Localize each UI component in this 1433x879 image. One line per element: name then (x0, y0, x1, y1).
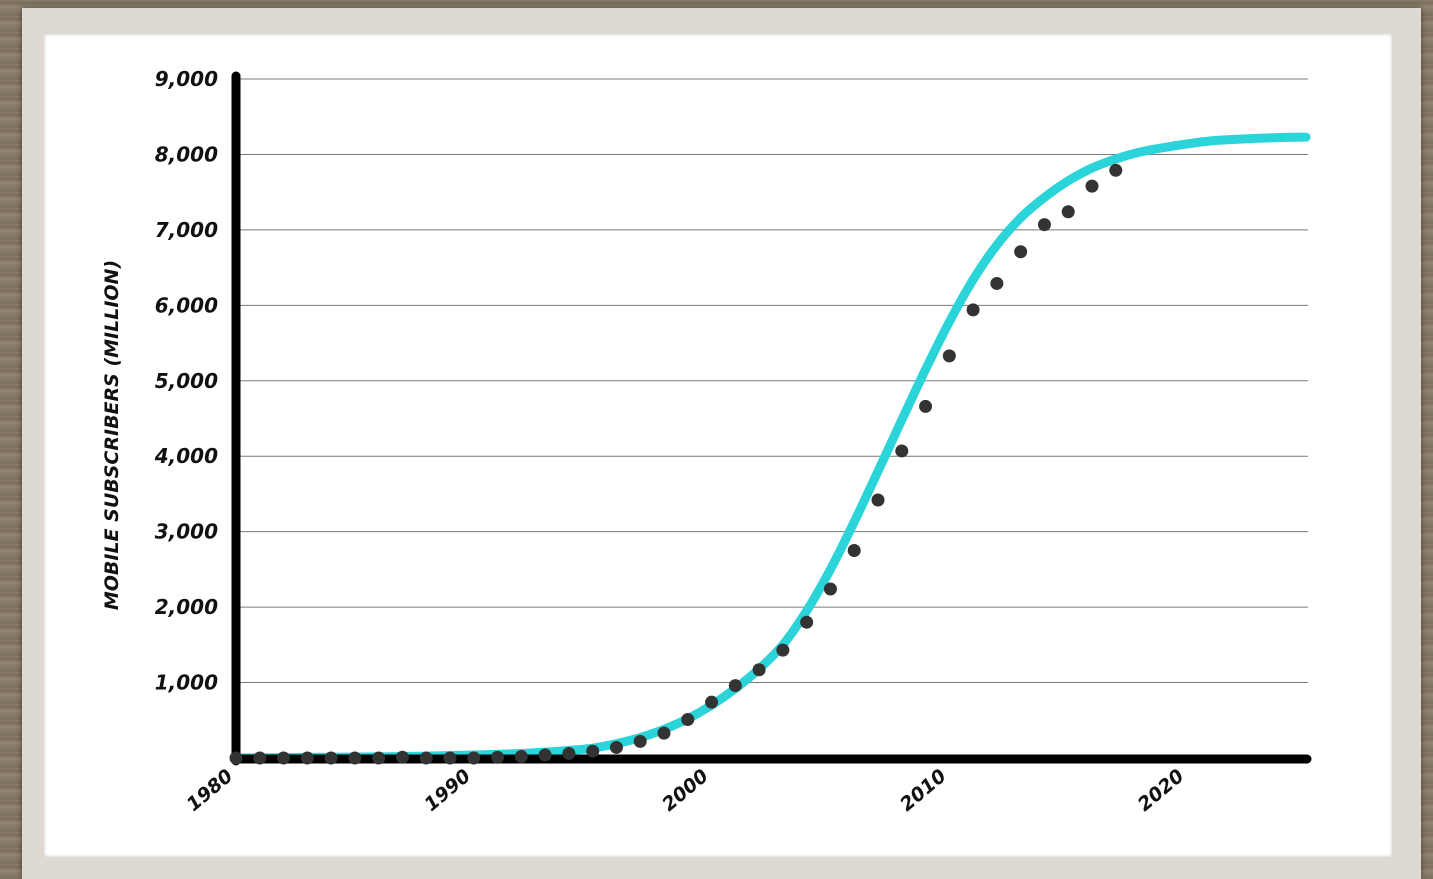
data-point (229, 751, 243, 765)
picture-frame (22, 8, 1421, 879)
data-point (324, 751, 338, 765)
data-point (609, 740, 623, 754)
y-tick-label: 3,000 (155, 520, 218, 544)
fit-curve (231, 132, 1311, 763)
y-tick-label: 2,000 (155, 595, 218, 619)
data-point (752, 663, 766, 677)
data-point (1061, 205, 1075, 219)
data-point (800, 615, 814, 629)
grid-lines (236, 78, 1308, 684)
data-point (728, 679, 742, 693)
x-tick-label: 2020 (1134, 765, 1189, 816)
data-point (538, 748, 552, 762)
data-point (895, 444, 909, 458)
y-tick-label: 8,000 (155, 142, 218, 166)
data-point (657, 726, 671, 740)
data-point (514, 749, 528, 763)
data-point (395, 750, 409, 764)
y-tick-label: 1,000 (155, 671, 218, 695)
data-point (1109, 163, 1123, 177)
data-point (871, 493, 885, 507)
data-point (823, 582, 837, 596)
data-point (633, 734, 647, 748)
data-point (1037, 218, 1051, 232)
x-tick-label: 2000 (658, 765, 713, 816)
chart-paper (44, 34, 1392, 857)
data-point (443, 751, 457, 765)
data-point (942, 349, 956, 363)
data-point (990, 276, 1004, 290)
data-point (253, 751, 267, 765)
y-tick-labels: 1,000 2,000 3,000 4,000 5,000 6,000 7,000 8,000… (154, 67, 218, 695)
fit-curve-layer (231, 132, 1311, 763)
y-tick-label: 6,000 (155, 293, 218, 317)
data-point (586, 744, 600, 758)
y-tick-label: 4,000 (154, 444, 218, 468)
y-tick-label: 9,000 (155, 67, 218, 91)
data-point (919, 399, 933, 413)
y-tick-label: 7,000 (155, 218, 218, 242)
data-point (776, 643, 790, 657)
x-tick-label: 1990 (420, 765, 475, 816)
data-point (966, 303, 980, 317)
y-axis-label: MOBILE SUBSCRIBERS (MILLION) (101, 260, 123, 610)
x-tick-labels: 1980 1990 2000 2010 2020 (183, 765, 1189, 816)
data-point (277, 751, 291, 765)
data-point (562, 746, 576, 760)
x-tick-label: 2010 (896, 765, 951, 816)
data-point (348, 751, 362, 765)
data-point (705, 695, 719, 709)
data-points (229, 163, 1123, 765)
data-point (491, 750, 505, 764)
data-point (467, 751, 481, 765)
data-point (1085, 179, 1099, 193)
axes (231, 71, 1312, 766)
y-tick-label: 5,000 (155, 369, 218, 393)
data-point (847, 544, 861, 558)
data-point (372, 751, 386, 765)
data-point (1014, 245, 1028, 259)
x-tick-label: 1980 (183, 765, 238, 816)
data-point (681, 713, 695, 727)
data-point (300, 751, 314, 765)
data-point (419, 751, 433, 765)
